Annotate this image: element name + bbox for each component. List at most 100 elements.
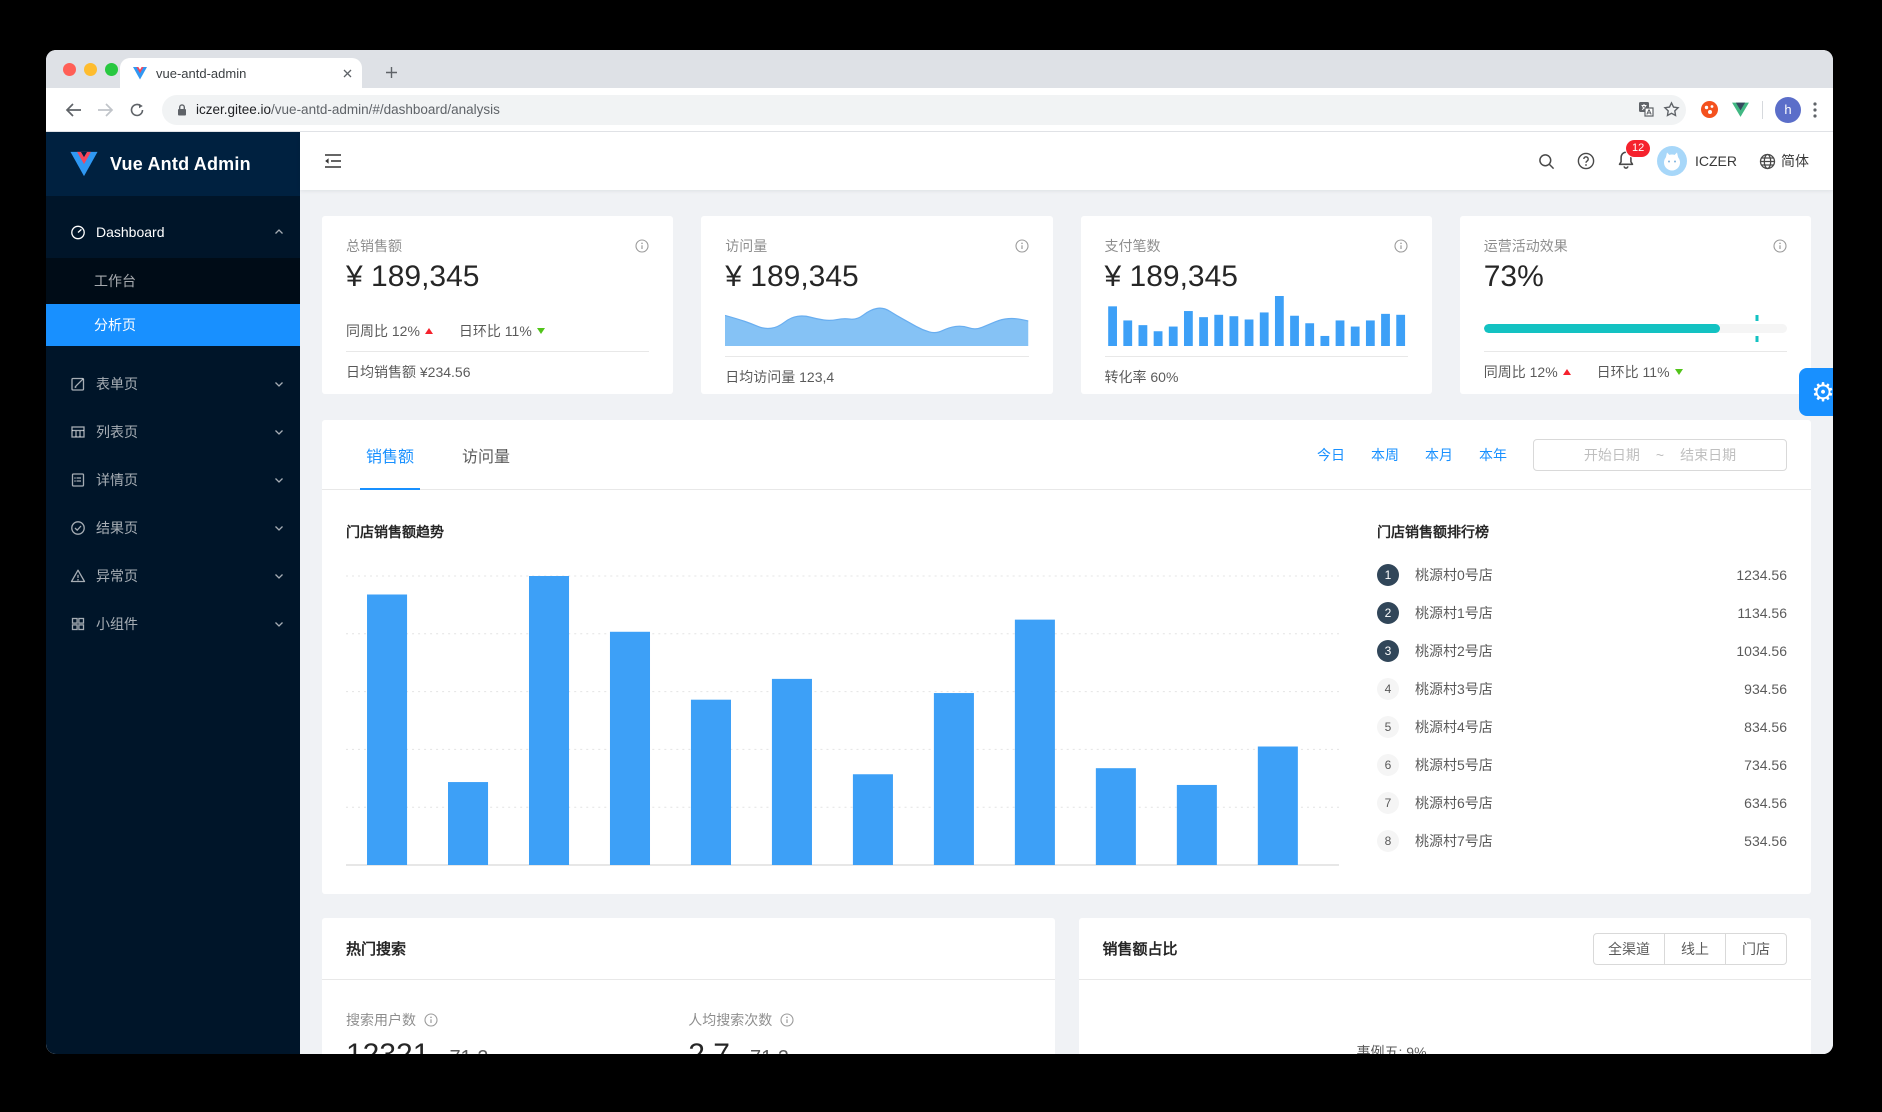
- url-host: iczer.gitee.io: [196, 102, 272, 117]
- notifications[interactable]: 12: [1617, 140, 1651, 172]
- sidebar-item-widgets[interactable]: 小组件: [46, 604, 300, 644]
- chevron-up-icon: [274, 227, 284, 237]
- date-end-placeholder: 结束日期: [1680, 446, 1737, 463]
- store-sales-ranking-panel: 门店销售额排行榜 1 桃源村0号店 1234.56 2 桃源村1号店 1134.56 3 桃源…: [1377, 522, 1787, 868]
- tab-visits[interactable]: 访问量: [462, 448, 511, 466]
- activity-progress: [1483, 315, 1787, 342]
- card-title: 热门搜索: [346, 941, 407, 958]
- segment-stores[interactable]: 门店: [1725, 932, 1787, 965]
- reload-button[interactable]: [122, 95, 152, 125]
- info-icon[interactable]: [1014, 239, 1029, 253]
- user-menu[interactable]: ICZER: [1657, 146, 1737, 176]
- info-icon[interactable]: [1394, 239, 1408, 253]
- tab-sales[interactable]: 销售额: [359, 420, 421, 490]
- store-name: 桃源村1号店: [1415, 605, 1493, 621]
- day-trend: 日环比 11%: [1597, 362, 1683, 382]
- sales-ratio-card: 销售额占比 全渠道 线上 门店 事例五: 9%: [1078, 918, 1811, 1054]
- sidebar-item-dashboard[interactable]: Dashboard: [46, 212, 300, 252]
- range-week[interactable]: 本周: [1371, 446, 1399, 463]
- dashboard-icon: [70, 224, 86, 240]
- store-name: 桃源村2号店: [1415, 643, 1493, 659]
- range-today[interactable]: 今日: [1317, 446, 1345, 463]
- sidebar-items: 表单页 列表页 详情页 结果页: [46, 346, 300, 644]
- zoom-button[interactable]: [105, 63, 118, 76]
- range-month[interactable]: 本月: [1425, 446, 1453, 463]
- tab-close-icon[interactable]: [343, 69, 352, 78]
- help-icon[interactable]: [1577, 152, 1595, 170]
- notification-badge: 12: [1626, 140, 1651, 157]
- chevron-down-icon: [274, 619, 284, 629]
- padlock-icon: [176, 103, 188, 117]
- stat-label: 人均搜索次数: [688, 1012, 773, 1028]
- range-links: 今日 本周 本月 本年: [1317, 445, 1507, 465]
- search-icon[interactable]: [1538, 153, 1555, 170]
- translate-icon[interactable]: [1638, 101, 1655, 118]
- sidebar-item-detail[interactable]: 详情页: [46, 460, 300, 500]
- search-users-stat: 搜索用户数 12321 71.2: [346, 1010, 688, 1054]
- browser-tab[interactable]: vue-antd-admin: [120, 58, 362, 88]
- info-icon[interactable]: [635, 239, 649, 253]
- info-icon[interactable]: [1773, 239, 1787, 253]
- segment-all-channels[interactable]: 全渠道: [1593, 932, 1665, 965]
- vue-devtools-icon[interactable]: [1731, 101, 1750, 118]
- stat-footer: 日均访问量 123,4: [725, 356, 1029, 399]
- page-header: 12 ICZER 简体: [300, 132, 1833, 190]
- pie-label-partial: 事例五: 9%: [1356, 1044, 1427, 1054]
- store-name: 桃源村4号店: [1415, 719, 1493, 735]
- stat-value: ¥ 189,345: [1104, 260, 1238, 293]
- app-logo[interactable]: Vue Antd Admin: [46, 132, 300, 196]
- stat-footer: 同周比 12% 日环比 11%: [1483, 351, 1787, 394]
- extension-orange-icon[interactable]: [1700, 100, 1719, 119]
- ranking-item: 6 桃源村5号店 734.56: [1377, 746, 1787, 784]
- sidebar-item-label: 列表页: [96, 424, 138, 440]
- back-button[interactable]: [58, 95, 88, 125]
- kebab-menu-icon[interactable]: [1813, 101, 1817, 118]
- forward-button[interactable]: [90, 95, 120, 125]
- store-sales-chart-panel: 门店销售额趋势: [346, 522, 1339, 868]
- sidebar-item-result[interactable]: 结果页: [46, 508, 300, 548]
- bookmark-star-icon[interactable]: [1663, 101, 1680, 118]
- minimize-button[interactable]: [84, 63, 97, 76]
- address-bar[interactable]: iczer.gitee.io/vue-antd-admin/#/dashboar…: [162, 94, 1686, 125]
- caret-up-icon: [1562, 369, 1571, 375]
- range-year[interactable]: 本年: [1479, 446, 1507, 463]
- chrome-profile-avatar[interactable]: h: [1775, 96, 1801, 123]
- sidebar-item-label: 分析页: [94, 317, 136, 333]
- sidebar-item-exception[interactable]: 异常页: [46, 556, 300, 596]
- sidebar: Vue Antd Admin Dashboard 工作台: [46, 132, 300, 1054]
- close-button[interactable]: [63, 63, 76, 76]
- sidebar-item-list[interactable]: 列表页: [46, 412, 300, 452]
- new-tab-button[interactable]: [378, 59, 404, 85]
- payments-bar-chart: [1107, 296, 1405, 346]
- browser-toolbar: iczer.gitee.io/vue-antd-admin/#/dashboar…: [46, 88, 1833, 132]
- sales-card-body: 门店销售额趋势 门店销售额排行榜 1 桃源村0号店 1234.56 2 桃源村1号店 11…: [322, 490, 1811, 868]
- sidebar-item-workbench[interactable]: 工作台: [46, 258, 300, 304]
- sidebar-menu: Dashboard 工作台 分析页 表单页: [46, 196, 300, 652]
- channel-segmented-control: 全渠道 线上 门店: [1593, 932, 1787, 965]
- ranking-item: 1 桃源村0号店 1234.56: [1377, 556, 1787, 594]
- settings-button[interactable]: ⚙: [1799, 368, 1833, 416]
- info-icon[interactable]: [424, 1013, 438, 1027]
- info-icon[interactable]: [780, 1013, 794, 1027]
- sidebar-item-form[interactable]: 表单页: [46, 364, 300, 404]
- language-switcher[interactable]: 简体: [1759, 151, 1809, 171]
- stat-card-activity: 运营活动效果 73%: [1459, 216, 1811, 394]
- hot-search-card: 热门搜索 搜索用户数 12321 71.2: [322, 918, 1055, 1054]
- ranking-item: 7 桃源村6号店 634.56: [1377, 784, 1787, 822]
- warning-icon: [70, 568, 86, 584]
- globe-icon: [1759, 153, 1776, 170]
- sidebar-item-analysis[interactable]: 分析页: [46, 304, 300, 346]
- main-area: 12 ICZER 简体: [300, 132, 1833, 1054]
- segment-online[interactable]: 线上: [1664, 932, 1726, 965]
- progress-fill: [1483, 324, 1721, 333]
- stat-footer: 转化率 60%: [1104, 356, 1408, 399]
- table-icon: [70, 424, 86, 440]
- date-range-picker[interactable]: 开始日期 ~ 结束日期: [1533, 438, 1787, 471]
- progress-track: [1483, 324, 1787, 333]
- ranking-item: 2 桃源村1号店 1134.56: [1377, 594, 1787, 632]
- vue-favicon-icon: [132, 66, 148, 81]
- stat-title: 运营活动效果: [1483, 238, 1568, 254]
- menu-fold-icon[interactable]: [324, 153, 342, 169]
- chevron-down-icon: [274, 571, 284, 581]
- store-name: 桃源村6号店: [1415, 795, 1493, 811]
